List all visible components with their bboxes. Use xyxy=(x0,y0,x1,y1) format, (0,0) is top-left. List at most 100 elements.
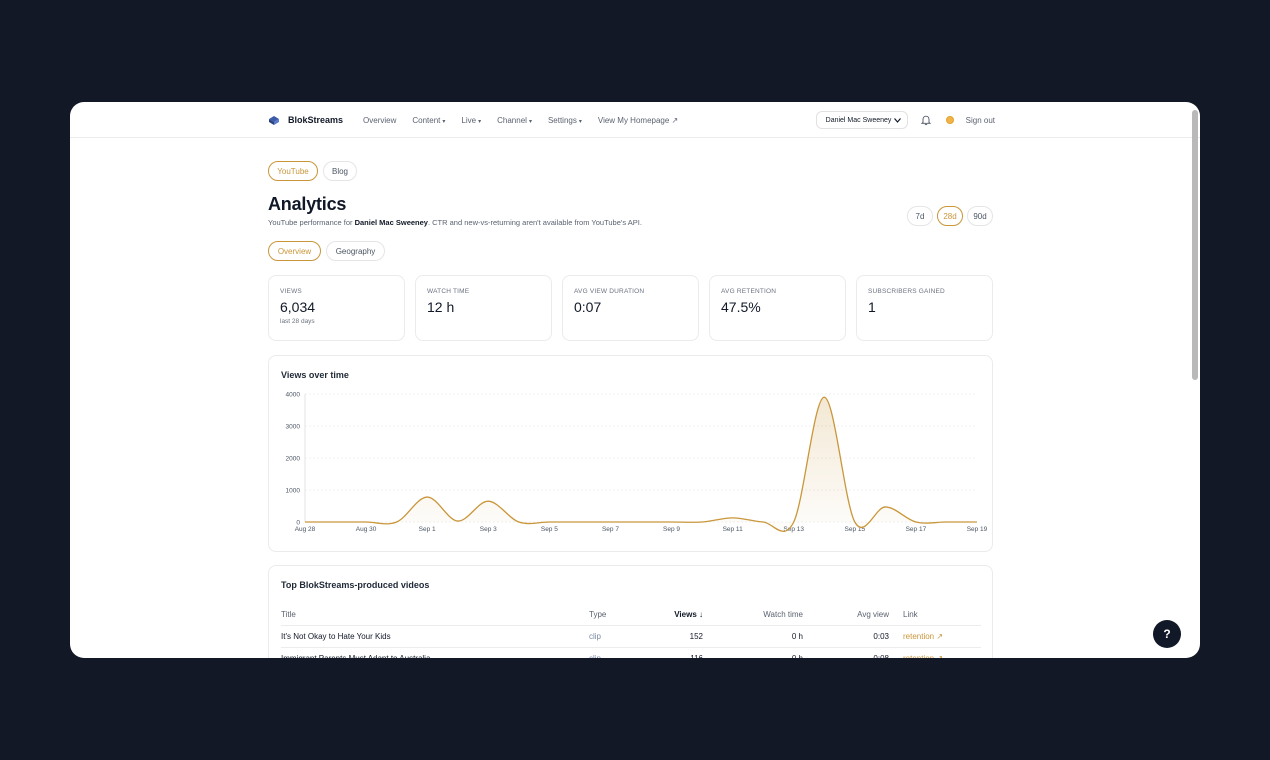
x-tick-label: Aug 30 xyxy=(356,526,377,533)
video-title: Immigrant Parents Must Adapt to Australi… xyxy=(281,647,589,658)
x-tick-label: Sep 17 xyxy=(906,526,927,533)
user-select[interactable]: Daniel Mac Sweeney xyxy=(815,111,908,129)
top-videos-card: Top BlokStreams-produced videos Title Ty… xyxy=(268,565,993,658)
range-7d-button[interactable]: 7d xyxy=(907,206,933,226)
x-tick-label: Aug 28 xyxy=(295,526,316,533)
x-tick-label: Sep 15 xyxy=(845,526,866,533)
stat-card-views: VIEWS 6,034 last 28 days xyxy=(268,275,405,341)
stat-card-avg-view-duration: AVG VIEW DURATION 0:07 xyxy=(562,275,699,341)
nav-channel-label: Channel xyxy=(497,115,527,125)
scrollbar[interactable] xyxy=(1192,110,1198,380)
col-views[interactable]: Views ↓ xyxy=(649,604,703,626)
retention-link[interactable]: retention ↗ xyxy=(889,625,981,648)
subtitle-channel-name: Daniel Mac Sweeney xyxy=(354,218,428,227)
chevron-down-icon: ▾ xyxy=(578,118,582,125)
video-views: 152 xyxy=(649,625,703,648)
video-avg-view: 0:08 xyxy=(803,647,889,658)
series-line xyxy=(305,396,977,532)
table-title: Top BlokStreams-produced videos xyxy=(281,580,430,590)
col-watch-time[interactable]: Watch time xyxy=(703,604,803,626)
table-row: Immigrant Parents Must Adapt to Australi… xyxy=(281,647,981,658)
nav-overview-label: Overview xyxy=(363,115,397,125)
video-avg-view: 0:03 xyxy=(803,625,889,648)
series-area xyxy=(305,397,977,532)
stat-label: AVG VIEW DURATION xyxy=(574,288,645,295)
views-chart-card: Views over time 0 1000 2000 3000 4000 Aug 28 A… xyxy=(268,355,993,552)
source-tabs: YouTube Blog xyxy=(268,161,993,181)
page-subtitle: YouTube performance for Daniel Mac Sween… xyxy=(268,218,642,227)
tab-geography[interactable]: Geography xyxy=(326,241,385,261)
stat-value: 0:07 xyxy=(574,299,602,315)
y-tick-label: 3000 xyxy=(286,424,301,431)
tab-overview[interactable]: Overview xyxy=(268,241,321,261)
sign-out-link[interactable]: Sign out xyxy=(965,115,995,125)
stat-label: VIEWS xyxy=(280,288,302,295)
nav-channel[interactable]: Channel ▾ xyxy=(497,116,532,125)
chevron-down-icon: ▾ xyxy=(478,118,482,125)
stat-value: 6,034 xyxy=(280,299,316,315)
range-90d-button[interactable]: 90d xyxy=(967,206,993,226)
y-tick-label: 2000 xyxy=(286,456,301,463)
stat-card-subscribers-gained: SUBSCRIBERS GAINED 1 xyxy=(856,275,993,341)
subtitle-prefix: YouTube performance for xyxy=(268,218,355,227)
stat-label: WATCH TIME xyxy=(427,288,470,295)
col-type[interactable]: Type xyxy=(589,604,649,626)
brand-name: BlokStreams xyxy=(288,115,344,125)
video-type: clip xyxy=(589,647,649,658)
x-tick-label: Sep 1 xyxy=(419,526,436,533)
subtitle-suffix: . CTR and new-vs-returning aren't availa… xyxy=(427,218,642,227)
video-watch-time: 0 h xyxy=(703,625,803,648)
range-28d-button[interactable]: 28d xyxy=(937,206,963,226)
video-views: 116 xyxy=(649,647,703,658)
stat-label: AVG RETENTION xyxy=(721,288,777,295)
chevron-down-icon: ▾ xyxy=(528,118,532,125)
main-content: YouTube Blog Analytics YouTube performan… xyxy=(268,161,993,658)
app-window: BlokStreams Overview Content ▾ Live ▾ Chan… xyxy=(70,102,1200,658)
chevron-down-icon xyxy=(893,117,901,123)
video-type: clip xyxy=(589,625,649,648)
stats-row: VIEWS 6,034 last 28 days WATCH TIME 12 h… xyxy=(268,275,993,341)
stat-card-avg-retention: AVG RETENTION 47.5% xyxy=(709,275,846,341)
help-button[interactable]: ? xyxy=(1153,620,1181,648)
avatar[interactable] xyxy=(945,116,954,124)
range-selector: 7d 28d 90d xyxy=(907,206,993,226)
x-tick-label: Sep 9 xyxy=(663,526,680,533)
stat-label: SUBSCRIBERS GAINED xyxy=(868,288,945,295)
col-title[interactable]: Title xyxy=(281,604,589,626)
stat-sub: last 28 days xyxy=(280,318,315,325)
tab-blog[interactable]: Blog xyxy=(323,161,357,181)
top-nav: BlokStreams Overview Content ▾ Live ▾ Chan… xyxy=(70,102,1200,138)
nav-settings[interactable]: Settings ▾ xyxy=(548,116,582,125)
nav-live[interactable]: Live ▾ xyxy=(461,116,481,125)
y-tick-label: 4000 xyxy=(286,392,301,399)
table-header-row: Title Type Views ↓ Watch time Avg view L… xyxy=(281,604,981,626)
nav-content-label: Content xyxy=(412,115,441,125)
col-link: Link xyxy=(889,604,981,626)
x-tick-label: Sep 11 xyxy=(723,526,744,533)
nav-view-homepage[interactable]: View My Homepage ↗ xyxy=(598,116,678,125)
nav-overview[interactable]: Overview xyxy=(363,116,396,125)
table-row: It's Not Okay to Hate Your Kids clip 152… xyxy=(281,625,981,648)
top-videos-table: Title Type Views ↓ Watch time Avg view L… xyxy=(281,604,981,658)
x-tick-label: Sep 7 xyxy=(602,526,619,533)
chart-title: Views over time xyxy=(281,370,349,380)
x-tick-label: Sep 3 xyxy=(480,526,497,533)
retention-link[interactable]: retention ↗ xyxy=(889,647,981,658)
video-watch-time: 0 h xyxy=(703,647,803,658)
bell-icon[interactable] xyxy=(920,114,932,126)
views-chart: 0 1000 2000 3000 4000 Aug 28 Aug 30 Sep 1 Sep 3 S… xyxy=(286,392,988,534)
nav-view-homepage-label: View My Homepage ↗ xyxy=(597,115,679,125)
x-tick-label: Sep 5 xyxy=(541,526,558,533)
user-select-value: Daniel Mac Sweeney xyxy=(825,116,892,124)
col-avg-view[interactable]: Avg view xyxy=(803,604,889,626)
video-title: It's Not Okay to Hate Your Kids xyxy=(281,625,589,648)
page-title: Analytics xyxy=(268,194,347,214)
x-tick-label: Sep 13 xyxy=(783,526,804,533)
y-tick-label: 0 xyxy=(296,520,300,527)
nav-content[interactable]: Content ▾ xyxy=(412,116,445,125)
stat-value: 1 xyxy=(868,299,876,315)
brand-logo-link[interactable]: BlokStreams xyxy=(268,114,343,126)
tab-youtube[interactable]: YouTube xyxy=(268,161,318,181)
brand-icon xyxy=(269,116,279,125)
x-tick-label: Sep 19 xyxy=(967,526,988,533)
